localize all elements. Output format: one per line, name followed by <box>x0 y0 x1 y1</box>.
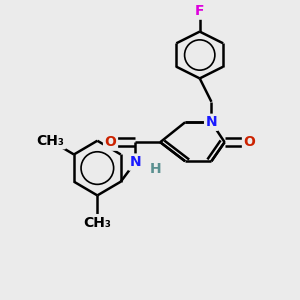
Text: H: H <box>150 161 162 176</box>
Text: O: O <box>105 135 116 149</box>
Text: F: F <box>195 4 205 18</box>
Text: N: N <box>206 115 217 129</box>
Text: O: O <box>244 135 255 149</box>
Text: N: N <box>130 155 141 169</box>
Text: CH₃: CH₃ <box>37 134 64 148</box>
Text: CH₃: CH₃ <box>83 216 111 230</box>
